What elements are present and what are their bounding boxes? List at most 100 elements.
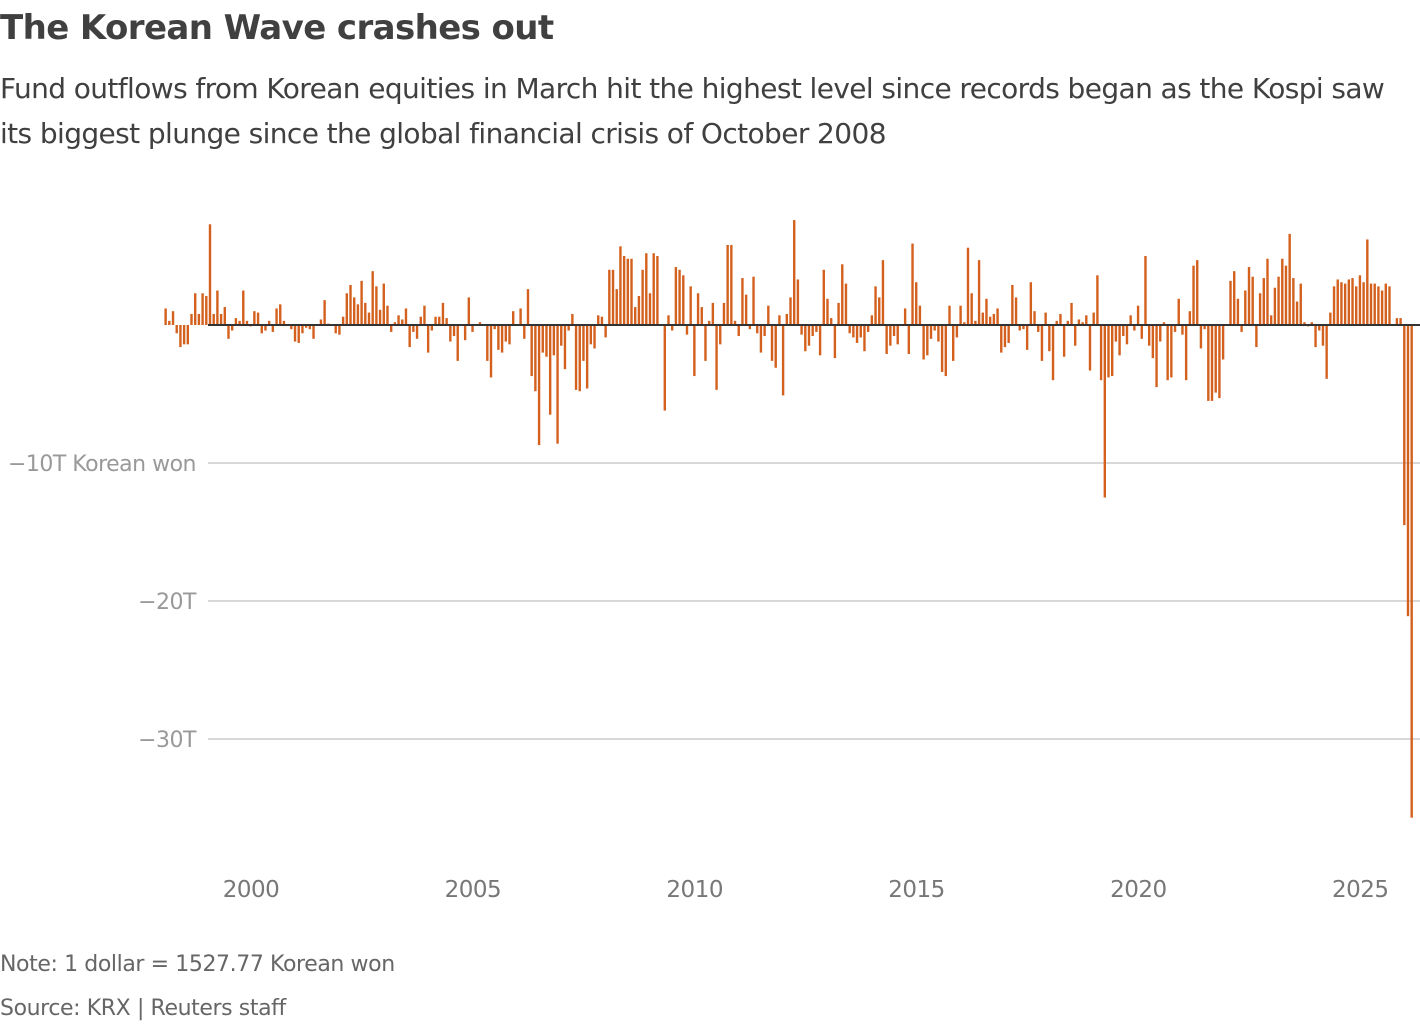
bar (988, 316, 992, 325)
bar (589, 325, 593, 345)
bar (1066, 320, 1070, 325)
bar (1033, 311, 1036, 325)
bar (1103, 325, 1106, 498)
bar (478, 322, 482, 325)
bar (815, 325, 818, 332)
bar (1288, 233, 1291, 325)
bar (537, 325, 541, 446)
bar (811, 325, 814, 337)
x-tick-label: 2015 (888, 877, 945, 903)
bar (1332, 286, 1336, 325)
bar (1221, 325, 1225, 360)
bar (404, 308, 408, 325)
bar (1244, 290, 1247, 325)
bar (944, 325, 947, 377)
bar (301, 325, 304, 334)
bar (1377, 286, 1380, 325)
bar (767, 305, 770, 325)
bar (1110, 325, 1114, 377)
bar (412, 325, 415, 332)
bar (1395, 318, 1399, 325)
bar (279, 304, 282, 325)
bar (1159, 325, 1162, 342)
bar (1085, 315, 1088, 325)
y-axis: −10T Korean won −20T −30T (8, 452, 198, 753)
bar-chart: −10T Korean won −20T −30T 2000 2005 2010 2015… (8, 220, 1420, 903)
bar (308, 325, 312, 330)
bar (267, 320, 271, 325)
bar (541, 325, 544, 353)
bar (1129, 315, 1132, 325)
bar (1210, 325, 1214, 401)
bar (1099, 325, 1103, 381)
y-tick-label: −30T (138, 728, 197, 753)
bar (1314, 325, 1317, 348)
bar (1088, 325, 1092, 371)
bar (878, 297, 881, 325)
bar (752, 276, 755, 325)
bar (397, 315, 400, 325)
bar (1284, 265, 1288, 325)
bar (818, 325, 822, 356)
bar (796, 279, 800, 325)
bar (1303, 322, 1306, 325)
bar (744, 294, 748, 325)
bar (963, 322, 966, 325)
bar (1037, 325, 1040, 332)
bar (1029, 282, 1033, 325)
bar (1048, 325, 1051, 352)
bar (382, 283, 385, 325)
bar (456, 325, 459, 361)
bar (1369, 283, 1373, 325)
bar (1406, 325, 1410, 617)
bar (726, 244, 729, 325)
bar (774, 325, 777, 368)
bar (197, 313, 201, 325)
bar (1070, 302, 1073, 325)
bar (911, 243, 914, 325)
bar (652, 253, 655, 325)
bar (926, 325, 929, 356)
bar (874, 286, 877, 325)
bar (360, 280, 363, 325)
bar (371, 271, 374, 325)
bar (353, 297, 356, 325)
bar (848, 325, 851, 334)
bar (563, 325, 567, 370)
bar (1321, 325, 1325, 346)
bar (852, 325, 855, 338)
bar (1329, 312, 1332, 325)
x-tick-label: 2010 (666, 877, 723, 903)
bar (1347, 279, 1351, 325)
bar (804, 325, 807, 352)
bar (548, 325, 552, 415)
bar (903, 308, 907, 325)
bar (486, 325, 489, 361)
bar (1162, 322, 1166, 325)
bar (1343, 283, 1347, 325)
bar (1166, 325, 1169, 381)
bar (290, 325, 293, 330)
bar (889, 325, 892, 346)
bar (182, 325, 186, 345)
bar (704, 325, 707, 361)
bar (1266, 258, 1269, 325)
bar (393, 322, 397, 325)
bar (907, 325, 911, 354)
bar (1236, 298, 1240, 325)
bar (770, 325, 774, 361)
bar (1358, 275, 1362, 325)
bar (1062, 325, 1066, 357)
bar (918, 305, 922, 325)
bar (1351, 278, 1354, 325)
bar (175, 325, 178, 334)
bar (855, 325, 859, 343)
x-axis: 2000 2005 2010 2015 2020 2025 (223, 877, 1389, 903)
bar (519, 308, 522, 325)
bar (430, 325, 434, 331)
bar (1292, 278, 1295, 325)
bars (164, 220, 1413, 818)
bar (1255, 325, 1258, 348)
bar (933, 325, 936, 331)
bar (1140, 325, 1143, 339)
